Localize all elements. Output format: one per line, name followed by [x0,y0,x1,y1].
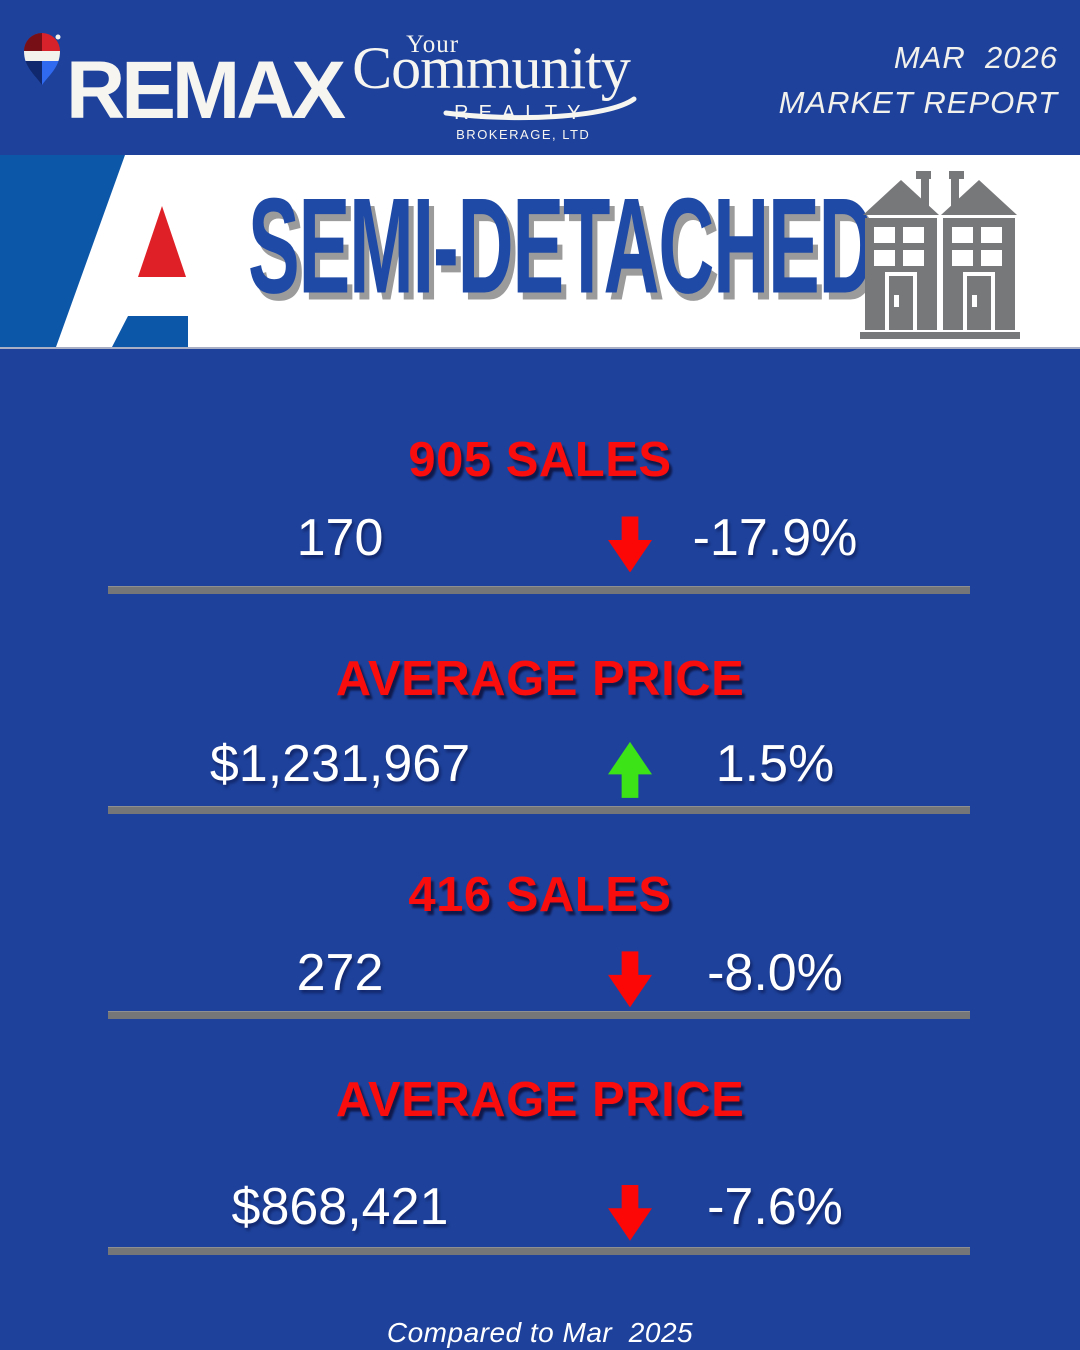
stat-section-average-price-2: AVERAGE PRICE $868,421 -7.6% [0,1019,1080,1255]
stat-heading: 416 SALES [408,867,672,922]
stat-row: $1,231,967 1.5% [0,734,1080,798]
tagline-your: Your [406,31,460,58]
trend-arrow-icon [608,741,652,798]
stat-section-416-sales: 416 SALES 272 -8.0% [0,814,1080,1020]
stat-percent: -7.6% [707,1177,843,1236]
swoosh-underline [443,96,637,121]
brand-logo: REMAX Your Community REALTY BROKERAGE, L… [22,30,637,142]
stat-row: 272 -8.0% [0,944,1080,1008]
stat-value: $868,421 [231,1177,449,1236]
stat-value: 272 [296,944,384,1003]
stat-row: 170 -17.9% [0,509,1080,573]
report-label: MARKET REPORT [778,84,1058,120]
banner: SEMI-DETACHED [0,155,1080,349]
trend-arrow-icon [608,516,652,573]
stat-section-905-sales: 905 SALES 170 -17.9% [0,349,1080,595]
tagline-brokerage: BROKERAGE, LTD [456,127,591,142]
brokerage-name-block: Your Community REALTY BROKERAGE, LTD [352,31,637,142]
stats-body: 905 SALES 170 -17.9% AVERAGE PRICE $1,23… [0,349,1080,1349]
stat-percent: 1.5% [715,734,835,793]
remax-balloon-icon [24,33,61,85]
trend-arrow-icon [608,951,652,1008]
arrow-cell [570,510,690,573]
logo-a-shapes [0,155,188,347]
divider-line [108,586,970,595]
semi-detached-houses-icon [860,171,1020,339]
report-title: MAR 2026 MARKET REPORT [779,36,1058,126]
header: REMAX Your Community REALTY BROKERAGE, L… [0,0,1080,155]
stat-value: $1,231,967 [209,734,471,793]
stat-heading: AVERAGE PRICE [335,1073,745,1128]
comparison-note: Compared to Mar 2025 [386,1316,694,1348]
page-title: SEMI-DETACHED [248,169,875,322]
divider-line [108,1011,970,1020]
stat-heading: 905 SALES [408,433,672,487]
stat-row: $868,421 -7.6% [0,1177,1080,1241]
stat-percent: -8.0% [707,944,843,1003]
tagline-community: Community [352,35,631,101]
report-month: MAR 2026 [893,40,1058,75]
stat-section-average-price-1: AVERAGE PRICE $1,231,967 1.5% [0,594,1080,814]
arrow-cell [570,945,690,1008]
stat-heading: AVERAGE PRICE [335,652,745,707]
stat-value: 170 [296,509,384,568]
divider-line [108,1246,970,1255]
red-triangle-shape [138,206,186,277]
blue-leg-shape [112,316,188,347]
remax-wordmark: REMAX [66,45,346,136]
trend-arrow-icon [608,1184,652,1241]
balloon-highlight [55,34,61,40]
diagonal-band-shape [0,155,125,347]
stat-percent: -17.9% [692,509,858,568]
arrow-cell [570,736,690,798]
arrow-cell [570,1179,690,1241]
divider-line [108,805,970,814]
